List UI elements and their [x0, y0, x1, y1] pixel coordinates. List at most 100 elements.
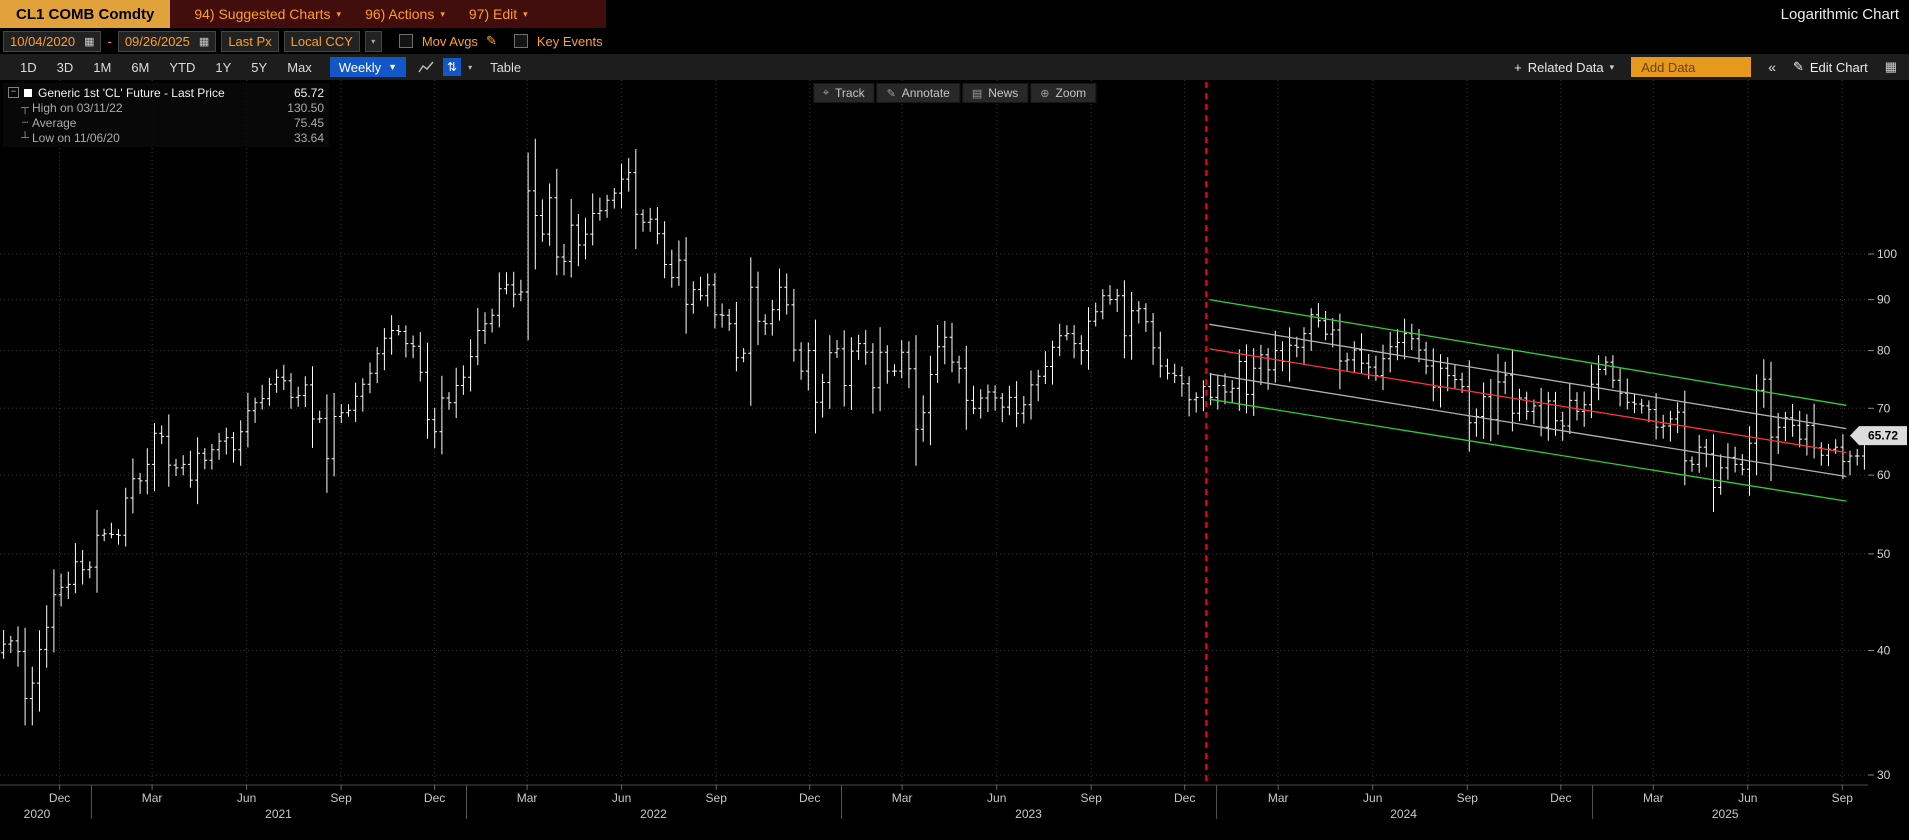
svg-text:2020: 2020: [24, 807, 51, 821]
currency-select[interactable]: Local CCY: [283, 30, 360, 52]
news-button[interactable]: ▤ News: [961, 83, 1029, 103]
high-marker-icon: ┬: [21, 101, 29, 114]
period-max[interactable]: Max: [287, 59, 312, 75]
channel-median: [1209, 348, 1847, 454]
pencil-icon[interactable]: ✎: [485, 33, 497, 48]
svg-text:40: 40: [1877, 644, 1891, 658]
chevron-down-icon: ▾: [1609, 61, 1615, 72]
legend-high-row: ┬ High on 03/11/22 130.50: [8, 100, 324, 115]
svg-text:2023: 2023: [1015, 807, 1042, 821]
frequency-select[interactable]: Weekly ▼: [329, 57, 407, 77]
currency-value: Local CCY: [290, 33, 353, 49]
average-label: Average: [32, 115, 77, 130]
start-date-value: 10/04/2020: [10, 33, 76, 49]
svg-text:Mar: Mar: [142, 791, 163, 805]
svg-text:65.72: 65.72: [1868, 429, 1898, 443]
series-label: Generic 1st 'CL' Future - Last Price: [38, 85, 225, 100]
collapse-panel-icon[interactable]: «: [1768, 59, 1776, 75]
low-value: 33.64: [293, 130, 324, 145]
menu-suggested-charts[interactable]: 94) Suggested Charts ▾: [194, 6, 341, 22]
menu-actions[interactable]: 96) Actions ▾: [365, 6, 445, 22]
title-bar: CL1 COMB Comdty 94) Suggested Charts ▾ 9…: [0, 0, 1909, 28]
line-chart-icon[interactable]: [418, 60, 435, 74]
related-data-button[interactable]: + Related Data ▾: [1514, 60, 1614, 75]
svg-text:60: 60: [1877, 468, 1891, 482]
channel-upper-inner: [1209, 323, 1847, 430]
start-date-field[interactable]: 10/04/2020 ▦: [3, 30, 102, 52]
period-5y[interactable]: 5Y: [251, 59, 268, 75]
menu-strip: CL1 COMB Comdty 94) Suggested Charts ▾ 9…: [0, 0, 606, 28]
annotate-icon: ✎: [886, 87, 896, 100]
track-label: Track: [835, 86, 865, 100]
zoom-button[interactable]: ⊕ Zoom: [1030, 83, 1097, 103]
mov-avgs-checkbox[interactable]: [398, 34, 413, 48]
edit-chart-button[interactable]: ✎ Edit Chart: [1793, 59, 1868, 75]
svg-text:80: 80: [1877, 344, 1891, 358]
bar-style-icon[interactable]: ⇅: [443, 58, 462, 76]
chevron-down-icon: ▾: [440, 8, 445, 19]
annotate-button[interactable]: ✎ Annotate: [876, 83, 960, 103]
grid: [0, 80, 1868, 785]
chart-plot[interactable]: 100 90 80 70 60 50 40 30 Dec Mar Jun Sep Dec Mar Jun Se…: [0, 80, 1909, 835]
menu-actions-label: 96) Actions: [365, 6, 435, 22]
svg-text:2024: 2024: [1390, 807, 1417, 821]
svg-text:Dec: Dec: [1174, 791, 1195, 805]
svg-text:Mar: Mar: [892, 791, 913, 805]
svg-text:Mar: Mar: [1268, 791, 1289, 805]
track-button[interactable]: ⌖ Track: [812, 83, 875, 103]
svg-text:Jun: Jun: [1738, 791, 1757, 805]
calendar-icon: ▦: [198, 35, 210, 48]
low-label: Low on 11/06/20: [32, 130, 120, 145]
pencil-icon: ✎: [1792, 59, 1804, 74]
chart-toolbar: ⌖ Track ✎ Annotate ▤ News ⊕ Zoom: [812, 83, 1097, 103]
add-data-input[interactable]: Add Data: [1631, 57, 1752, 77]
table-button[interactable]: Table: [490, 59, 522, 75]
svg-text:Jun: Jun: [987, 791, 1006, 805]
period-3d[interactable]: 3D: [56, 59, 74, 75]
legend-series-row: − Generic 1st 'CL' Future - Last Price 6…: [8, 85, 324, 100]
chart-type-dropdown-icon[interactable]: ▾: [468, 62, 473, 72]
chevron-down-icon: ▾: [336, 8, 342, 19]
channel-lower-inner: [1209, 373, 1847, 478]
svg-text:2022: 2022: [640, 807, 667, 821]
news-label: News: [988, 86, 1019, 100]
high-label: High on 03/11/22: [32, 100, 123, 115]
svg-text:Jun: Jun: [237, 791, 256, 805]
svg-text:Sep: Sep: [706, 791, 728, 805]
svg-text:Mar: Mar: [1643, 791, 1664, 805]
period-6m[interactable]: 6M: [131, 59, 150, 75]
svg-text:Mar: Mar: [517, 791, 538, 805]
track-icon: ⌖: [822, 86, 830, 99]
menu-suggested-charts-label: 94) Suggested Charts: [194, 6, 331, 22]
svg-text:90: 90: [1877, 293, 1891, 307]
chart-region: 100 90 80 70 60 50 40 30 Dec Mar Jun Sep Dec Mar Jun Se…: [0, 80, 1909, 835]
end-date-value: 09/26/2025: [124, 33, 190, 49]
price-field-value: Last Px: [228, 33, 272, 49]
collapse-series-icon[interactable]: −: [8, 87, 19, 98]
menu-edit[interactable]: 97) Edit ▾: [469, 6, 528, 22]
zoom-icon: ⊕: [1040, 87, 1050, 100]
currency-dropdown-button[interactable]: ▾: [364, 30, 382, 52]
period-1y[interactable]: 1Y: [215, 59, 232, 75]
key-events-checkbox[interactable]: [513, 34, 528, 48]
frequency-value: Weekly: [338, 59, 382, 75]
period-ytd[interactable]: YTD: [169, 59, 196, 75]
edit-chart-label: Edit Chart: [1809, 59, 1868, 75]
zoom-label: Zoom: [1055, 86, 1087, 100]
mov-avgs-label: Mov Avgs: [421, 33, 478, 49]
end-date-field[interactable]: 09/26/2025 ▦: [117, 30, 217, 52]
series-swatch-icon: [24, 88, 32, 97]
svg-text:Dec: Dec: [1550, 791, 1571, 805]
average-value: 75.45: [293, 115, 324, 130]
legend-low-row: ┴ Low on 11/06/20 33.64: [8, 130, 324, 145]
channel-lower-outer: [1209, 398, 1847, 502]
low-marker-icon: ┴: [21, 131, 29, 144]
period-1d[interactable]: 1D: [20, 59, 37, 75]
price-field-select[interactable]: Last Px: [221, 30, 279, 52]
period-1m[interactable]: 1M: [93, 59, 112, 75]
channel-upper-outer: [1209, 298, 1847, 406]
key-events-label: Key Events: [536, 33, 603, 49]
security-ticker[interactable]: CL1 COMB Comdty: [0, 0, 171, 28]
panel-grid-icon[interactable]: ▦: [1884, 59, 1897, 74]
chart-legend: − Generic 1st 'CL' Future - Last Price 6…: [3, 83, 329, 147]
